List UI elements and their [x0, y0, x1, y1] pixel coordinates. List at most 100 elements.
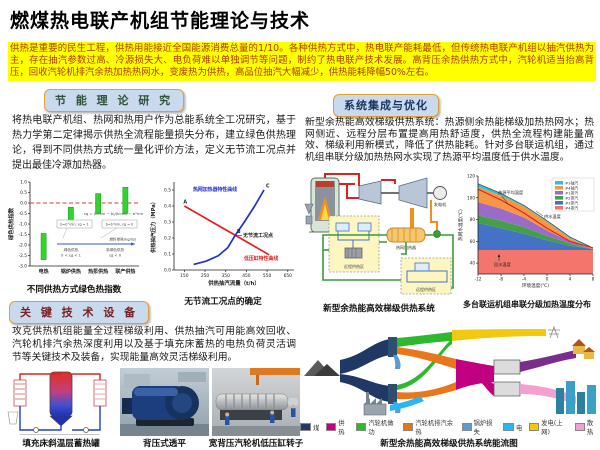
energy-flow-sankey-diagram [304, 326, 596, 416]
far-zone-label: 远程供热区 [416, 286, 436, 292]
sankey-legend-item: 汽轮机排汽余热 [403, 418, 454, 436]
svg-text:环境温度(℃): 环境温度(℃) [522, 282, 549, 289]
svg-text:供热抽汽流量（t/h）: 供热抽汽流量（t/h） [207, 279, 260, 287]
svg-text:锅炉供热: 锅炉供热 [60, 268, 81, 275]
section-header-equipment-label: 关 键 技 术 设 备 [20, 306, 139, 319]
svg-text:绿色供热: 绿色供热 [64, 247, 79, 252]
integration-paragraph: 新型余热能高效梯级供热系统：热源侧余热能梯级加热热网水；热网侧近、远程分层布置提… [305, 117, 594, 164]
svg-text:热网水温度(℃): 热网水温度(℃) [457, 209, 464, 241]
green-index-caption: 不同供热方式绿色热指数 [26, 285, 122, 295]
legend-label: 散热 [586, 420, 594, 436]
svg-text:#4抽汽: #4抽汽 [565, 185, 578, 190]
svg-text:4: 4 [569, 277, 572, 282]
legend-color-swatch [529, 423, 540, 431]
svg-text:εg = (b′min − b)/(b′min − b°mi: εg = (b′min − b)/(b′min − b°min) [84, 212, 143, 216]
svg-text:0.3: 0.3 [164, 220, 171, 226]
svg-text:0.2: 0.2 [164, 236, 171, 242]
svg-text:0 < εg < 1: 0 < εg < 1 [61, 254, 81, 258]
svg-text:供水温度: 供水温度 [544, 213, 562, 220]
svg-text:-1.5: -1.5 [19, 232, 28, 238]
figure-storage-tank: 填充床斜温层蓄热罐 [6, 368, 116, 449]
system-caption: 新型余热能高效梯级供热系统 [323, 304, 435, 314]
svg-text:电热: 电热 [39, 268, 49, 275]
svg-text:120: 120 [467, 174, 475, 179]
figure-green-index-chart: -3.0 -2.5 -2.0 -1.5 -1.0 -0.5 0.0 0.5 1.0 电热 锅炉供热热… [4, 178, 144, 295]
svg-text:#1排汽: #1排汽 [565, 190, 578, 195]
section-header-integration: 系统集成与优化 [333, 94, 439, 117]
svg-text:b=b′min, εg = 0: b=b′min, εg = 0 [106, 223, 134, 227]
lp-rotor-photo [212, 368, 300, 436]
sankey-legend-item: 电 [502, 418, 523, 436]
svg-text:#2排汽: #2排汽 [565, 195, 578, 200]
legend-label: 电 [515, 424, 523, 432]
backpressure-turbine-photo [120, 368, 209, 436]
legend-label: 汽轮机做功 [368, 420, 394, 436]
svg-text:热泵供热: 热泵供热 [88, 268, 108, 275]
svg-text:联产供热: 联产供热 [115, 268, 135, 275]
legend-color-swatch [461, 423, 472, 431]
figure-energy-flow-sankey: 煤 供热 汽轮机做功 汽轮机排汽余热 锅炉损失 电 发电(上网) 散热 新型余热能高效梯级供热… [300, 326, 598, 449]
svg-text:0.0: 0.0 [20, 201, 27, 207]
green-index-bar-chart: -3.0 -2.5 -2.0 -1.5 -1.0 -0.5 0.0 0.5 1.0 电热 锅炉供热热… [7, 180, 143, 275]
svg-text:40: 40 [470, 261, 476, 266]
svg-text:350: 350 [222, 273, 231, 279]
svg-text:150: 150 [180, 273, 189, 279]
theory-paragraph: 将热电联产机组、热网和热用户作为总能系统全工况研究，基于热力学第二定律揭示供热全… [12, 115, 296, 171]
no-throttle-line-chart: 0.0 0.1 0.2 0.3 0.4 0.5 150 250 350 450 550 650 热网加热… [149, 182, 294, 287]
sankey-legend-item: 汽轮机做功 [356, 418, 396, 436]
cascade-temp-area-chart: 40 60 80 100 120 -12 -8 -4 0 4 8 环境温度(℃) 热网水温度(℃) #3抽… [457, 174, 595, 289]
svg-text:550: 550 [263, 273, 272, 279]
legend-color-swatch [403, 423, 414, 431]
svg-text:供热抽汽压力（MPa）: 供热抽汽压力（MPa） [149, 199, 157, 254]
svg-text:-3.0: -3.0 [19, 264, 28, 270]
section-header-equipment: 关 键 技 术 设 备 [9, 301, 150, 324]
svg-text:非绿色供热: 非绿色供热 [106, 247, 125, 252]
lp-rotor-caption: 宽背压汽轮机低压缸转子 [208, 439, 304, 449]
svg-text:C: C [266, 184, 270, 190]
legend-label: 发电(上网) [541, 420, 563, 436]
svg-text:0.5: 0.5 [20, 190, 27, 196]
no-throttle-caption: 无节流工况点的确定 [184, 297, 262, 307]
svg-text:-12: -12 [475, 277, 482, 282]
figure-no-throttle-chart: 0.0 0.1 0.2 0.3 0.4 0.5 150 250 350 450 550 650 热网加热… [146, 176, 300, 307]
svg-text:-8: -8 [499, 277, 504, 282]
generator-label: 发电机 [434, 201, 447, 208]
svg-text:#4排汽: #4排汽 [565, 205, 578, 210]
equipment-paragraph: 攻克供热机组能量全过程梯级利用、供热抽汽可用能高效回收、汽轮机排汽余热深度利用以… [12, 326, 296, 363]
svg-text:60: 60 [470, 239, 476, 244]
sankey-legend-item: 供热 [326, 418, 349, 436]
legend-label: 锅炉损失 [473, 420, 493, 436]
svg-text:250: 250 [201, 273, 210, 279]
figure-system-schematic: 发电机 热网加热器 近程供热区 远程供热区 [302, 170, 456, 314]
svg-text:-2.0: -2.0 [19, 243, 28, 249]
legend-label: 供热 [338, 420, 345, 436]
svg-text:b=b°min, εg = 1: b=b°min, εg = 1 [60, 223, 89, 227]
svg-text:650: 650 [284, 273, 293, 279]
section-header-theory-label: 节 能 理 论 研 究 [55, 94, 174, 107]
legend-color-swatch [356, 423, 367, 431]
svg-text:80: 80 [470, 217, 476, 222]
svg-text:#3抽汽: #3抽汽 [565, 180, 578, 185]
svg-text:1.0: 1.0 [20, 180, 27, 186]
svg-text:低压缸特性曲线: 低压缸特性曲线 [243, 255, 278, 262]
svg-text:B: B [237, 229, 241, 235]
svg-text:0.4: 0.4 [164, 204, 171, 210]
svg-text:-2.5: -2.5 [19, 253, 28, 259]
sankey-legend-item: 煤 [300, 418, 319, 436]
legend-label: 煤 [313, 424, 320, 432]
near-zone-label: 近程供热区 [344, 263, 364, 269]
svg-text:450: 450 [242, 273, 251, 279]
section-header-theory: 节 能 理 论 研 究 [44, 89, 185, 112]
svg-text:燃料单耗(kg/GJ): 燃料单耗(kg/GJ) [109, 237, 136, 242]
sankey-legend-item: 锅炉损失 [461, 418, 496, 436]
intro-highlighted-paragraph: 供热是重要的民生工程，供热用能接近全国能源消费总量的1/10。各种供热方式中，热… [8, 42, 596, 81]
cascade-heating-system-diagram: 发电机 热网加热器 近程供热区 远程供热区 [304, 173, 454, 295]
svg-text:热源平均温度: 热源平均温度 [498, 189, 524, 196]
svg-text:热网加热器特性曲线: 热网加热器特性曲线 [193, 186, 237, 193]
figure-backpressure-turbine: 背压式透平 [120, 368, 209, 449]
svg-text:0.1: 0.1 [164, 252, 171, 258]
legend-color-swatch [300, 423, 311, 431]
svg-text:-1.0: -1.0 [19, 222, 28, 228]
svg-text:8: 8 [592, 277, 595, 282]
